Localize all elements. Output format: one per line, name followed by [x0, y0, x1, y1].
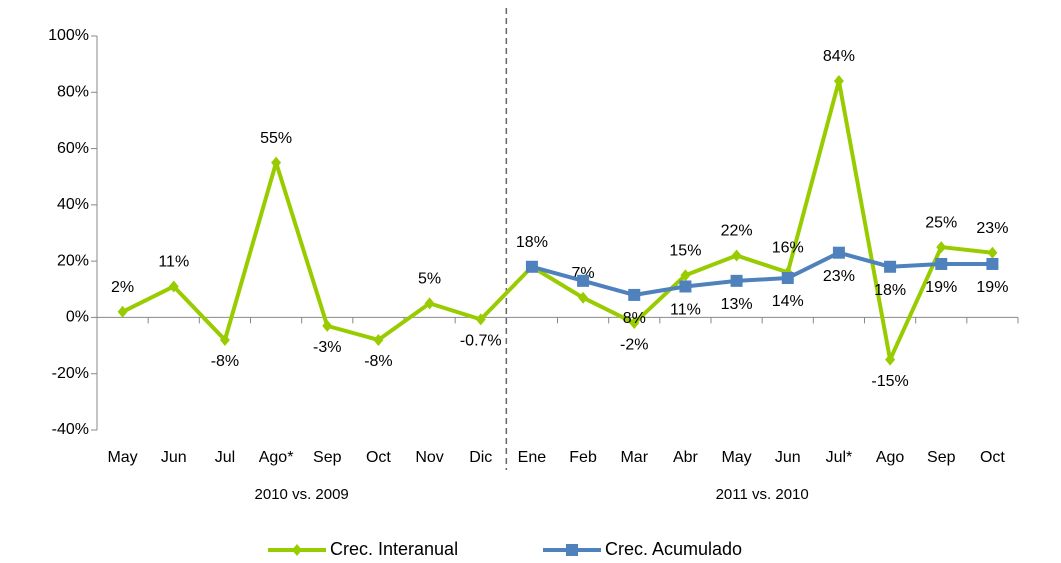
- group-label: 2010 vs. 2009: [255, 486, 349, 503]
- group-label: 2011 vs. 2010: [716, 486, 809, 503]
- data-label: 18%: [516, 234, 548, 251]
- marker: [117, 305, 128, 318]
- series-line: [121, 79, 993, 362]
- data-label: 11%: [670, 302, 701, 319]
- y-tick-label: 80%: [57, 84, 89, 101]
- y-tick-label: 0%: [66, 309, 89, 326]
- data-label: 19%: [976, 279, 1008, 296]
- y-tick-label: -40%: [52, 421, 89, 438]
- marker: [424, 297, 435, 310]
- data-label: 25%: [925, 214, 957, 231]
- data-label: 2%: [111, 279, 134, 296]
- marker: [577, 274, 590, 287]
- data-label: 13%: [721, 296, 753, 313]
- marker: [168, 280, 179, 293]
- marker: [731, 249, 742, 262]
- data-label: 19%: [925, 279, 957, 296]
- x-tick-label: May: [107, 449, 137, 466]
- marker: [730, 274, 743, 287]
- data-label: -2%: [620, 336, 648, 353]
- x-tick-label: Jul: [215, 449, 235, 466]
- data-label: 11%: [158, 254, 189, 271]
- data-label: 16%: [772, 240, 804, 257]
- marker: [679, 280, 692, 293]
- y-tick-label: 100%: [48, 27, 89, 44]
- x-tick-label: May: [721, 449, 751, 466]
- data-label: -8%: [364, 353, 392, 370]
- data-label: -15%: [871, 373, 908, 390]
- x-tick-label: Sep: [313, 449, 342, 466]
- data-label: 23%: [823, 268, 855, 285]
- y-tick-label: 60%: [57, 140, 89, 157]
- data-label: 14%: [772, 293, 804, 310]
- x-tick-label: Sep: [927, 449, 956, 466]
- x-tick-label: Mar: [620, 449, 648, 466]
- data-label: 15%: [669, 242, 701, 259]
- marker: [885, 353, 896, 366]
- x-tick-label: Jul*: [826, 449, 853, 466]
- marker: [936, 241, 947, 254]
- marker: [986, 257, 999, 270]
- x-tick-label: Jun: [161, 449, 187, 466]
- data-label: 22%: [721, 223, 753, 240]
- marker: [322, 319, 333, 332]
- x-tick-label: Ene: [518, 449, 547, 466]
- data-label: 5%: [418, 271, 441, 288]
- data-label: 18%: [874, 282, 906, 299]
- data-label: -0.7%: [460, 333, 502, 350]
- marker: [832, 246, 845, 259]
- x-tick-label: Nov: [415, 449, 443, 466]
- legend-label: Crec. Acumulado: [605, 539, 742, 559]
- y-tick-label: 20%: [57, 252, 89, 269]
- x-tick-label: Feb: [569, 449, 597, 466]
- marker: [680, 269, 691, 282]
- marker: [935, 257, 948, 270]
- marker: [219, 333, 230, 346]
- marker: [629, 317, 640, 330]
- data-label: 84%: [823, 48, 855, 65]
- x-tick-label: Oct: [980, 449, 1005, 466]
- marker: [525, 260, 538, 273]
- data-label: 8%: [623, 310, 646, 327]
- marker: [628, 288, 641, 301]
- marker: [987, 246, 998, 259]
- data-label: -8%: [211, 353, 239, 370]
- y-tick-label: -20%: [52, 365, 89, 382]
- marker: [578, 291, 589, 304]
- marker: [373, 333, 384, 346]
- x-tick-label: Oct: [366, 449, 391, 466]
- x-tick-label: Jun: [775, 449, 801, 466]
- x-tick-label: Ago*: [259, 449, 294, 466]
- marker: [475, 313, 486, 326]
- x-tick-label: Ago: [876, 449, 905, 466]
- x-tick-label: Abr: [673, 449, 699, 466]
- marker: [271, 156, 282, 169]
- marker: [884, 260, 897, 273]
- legend-marker: [292, 544, 302, 556]
- data-label: 55%: [260, 130, 292, 147]
- data-label: -3%: [313, 339, 341, 356]
- data-label: 23%: [976, 220, 1008, 237]
- legend-marker: [566, 544, 578, 556]
- series-line: [531, 250, 993, 297]
- y-tick-label: 40%: [57, 196, 89, 213]
- marker: [833, 75, 844, 88]
- legend-label: Crec. Interanual: [330, 539, 458, 559]
- marker: [781, 272, 794, 285]
- x-tick-label: Dic: [469, 449, 492, 466]
